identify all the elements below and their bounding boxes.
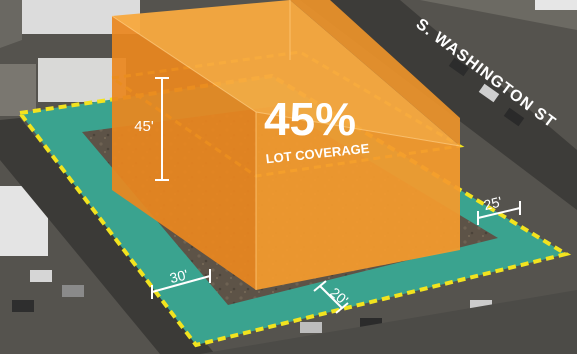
building-back-edge [290, 0, 460, 146]
left-setback-label: 30' [168, 266, 190, 286]
height-dimension [155, 77, 169, 181]
height-dimension-label: 45' [134, 118, 154, 135]
building-edges [111, 0, 461, 290]
neighbor-lot-3 [300, 0, 577, 30]
front-setback-dimension [313, 280, 349, 314]
building-side-face [112, 16, 256, 290]
neighbor-lot-1 [0, 0, 22, 48]
coverage-percent: 45% [264, 93, 356, 145]
neighbor-roof-2 [38, 58, 126, 102]
right-setback-label: 25' [482, 193, 504, 213]
neighbor-lot-2 [0, 64, 36, 116]
lower-lot [200, 290, 577, 354]
left-setback-dimension [151, 269, 211, 299]
right-setback-dimension [477, 201, 521, 225]
building-top-face [112, 0, 460, 146]
building-front-face [256, 112, 460, 290]
neighbor-roof-4 [535, 0, 577, 10]
